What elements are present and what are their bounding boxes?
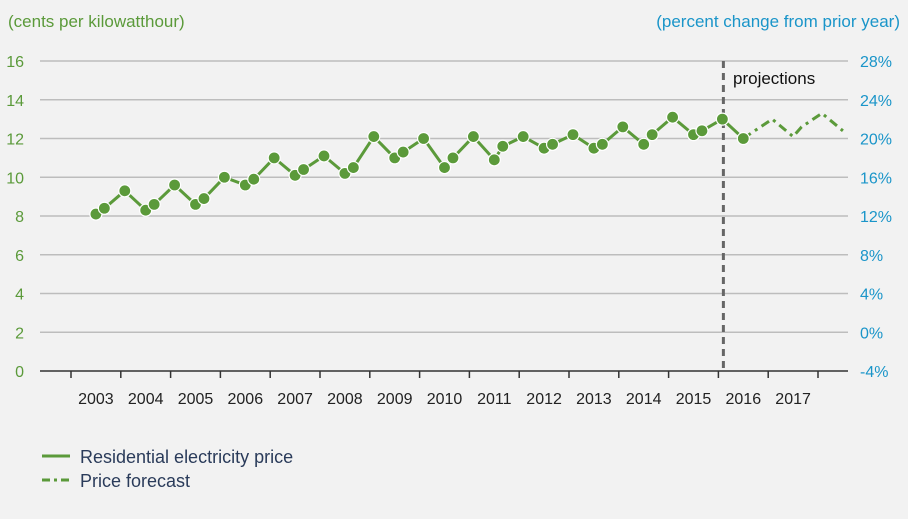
x-tick-label: 2006 xyxy=(228,391,264,408)
x-tick-label: 2004 xyxy=(128,391,164,408)
price-point xyxy=(645,128,659,142)
x-tick-label: 2008 xyxy=(327,391,363,408)
x-tick-label: 2016 xyxy=(726,391,762,408)
price-point xyxy=(496,139,510,153)
x-tick-label: 2017 xyxy=(775,391,811,408)
price-point xyxy=(736,131,750,146)
price-point xyxy=(446,151,460,165)
price-point xyxy=(437,160,452,175)
x-tick-label: 2015 xyxy=(676,391,712,408)
projections-annotation: projections xyxy=(733,69,815,88)
x-tick-label: 2012 xyxy=(526,391,562,408)
price-point xyxy=(118,184,132,198)
y-left-tick-label: 6 xyxy=(15,248,24,265)
gridlines xyxy=(40,60,848,372)
legend-entry-forecast: Price forecast xyxy=(80,471,190,491)
price-point xyxy=(147,197,161,211)
price-point xyxy=(97,201,111,215)
x-axis: 2003 2004 2005 2006 2007 2008 2009 2010 2011 2012… xyxy=(70,371,819,408)
y-right-tick-label: 4% xyxy=(860,287,883,304)
y-right-axis-label: (percent change from prior year) xyxy=(656,12,900,31)
forecast-line xyxy=(742,111,844,140)
y-right-ticks: -4% 0% 4% 8% 12% 16% 20% 24% 28% xyxy=(860,54,892,381)
price-point xyxy=(396,145,410,159)
x-tick-label: 2013 xyxy=(576,391,612,408)
price-point xyxy=(487,153,501,167)
y-left-tick-label: 4 xyxy=(15,287,24,304)
price-point xyxy=(695,124,709,138)
price-point xyxy=(367,129,381,144)
price-point xyxy=(715,112,729,126)
price-point xyxy=(296,162,311,177)
price-point xyxy=(267,151,281,165)
x-tick-label: 2003 xyxy=(78,391,114,408)
y-left-axis-label: (cents per kilowatthour) xyxy=(8,12,185,31)
y-left-tick-label: 12 xyxy=(6,132,24,149)
y-left-ticks: 0 2 4 6 8 10 12 14 16 xyxy=(6,54,24,381)
x-tick-label: 2009 xyxy=(377,391,413,408)
y-left-tick-label: 14 xyxy=(6,93,24,110)
y-left-tick-label: 16 xyxy=(6,54,24,71)
x-tick-label: 2010 xyxy=(427,391,463,408)
x-tick-label: 2011 xyxy=(477,391,512,408)
price-point xyxy=(346,160,360,175)
series-points xyxy=(89,110,750,221)
price-point xyxy=(637,137,651,151)
price-point xyxy=(665,110,680,124)
y-right-tick-label: -4% xyxy=(860,364,888,381)
y-right-tick-label: 0% xyxy=(860,325,883,342)
y-right-tick-label: 8% xyxy=(860,248,883,265)
price-point xyxy=(317,149,331,163)
y-left-tick-label: 10 xyxy=(6,170,24,187)
legend: Residential electricity price Price fore… xyxy=(42,447,293,491)
price-point xyxy=(566,128,580,142)
x-tick-label: 2014 xyxy=(626,391,662,408)
legend-entry-residential: Residential electricity price xyxy=(80,447,293,467)
y-left-tick-label: 0 xyxy=(15,364,24,381)
price-point xyxy=(466,129,480,144)
price-point xyxy=(616,120,630,134)
price-point xyxy=(545,137,560,151)
x-tick-label: 2005 xyxy=(178,391,214,408)
y-left-tick-label: 8 xyxy=(15,209,24,226)
y-right-tick-label: 12% xyxy=(860,209,892,226)
price-point xyxy=(416,131,431,146)
y-right-tick-label: 24% xyxy=(860,93,892,110)
y-right-tick-label: 16% xyxy=(860,170,892,187)
price-point xyxy=(217,170,231,184)
y-right-tick-label: 28% xyxy=(860,54,892,71)
price-point xyxy=(167,178,182,192)
price-point xyxy=(595,137,609,151)
y-left-tick-label: 2 xyxy=(15,325,24,342)
price-point xyxy=(516,129,530,144)
price-point xyxy=(197,191,211,206)
y-right-tick-label: 20% xyxy=(860,132,892,149)
price-point xyxy=(247,172,261,186)
x-tick-label: 2007 xyxy=(277,391,313,408)
